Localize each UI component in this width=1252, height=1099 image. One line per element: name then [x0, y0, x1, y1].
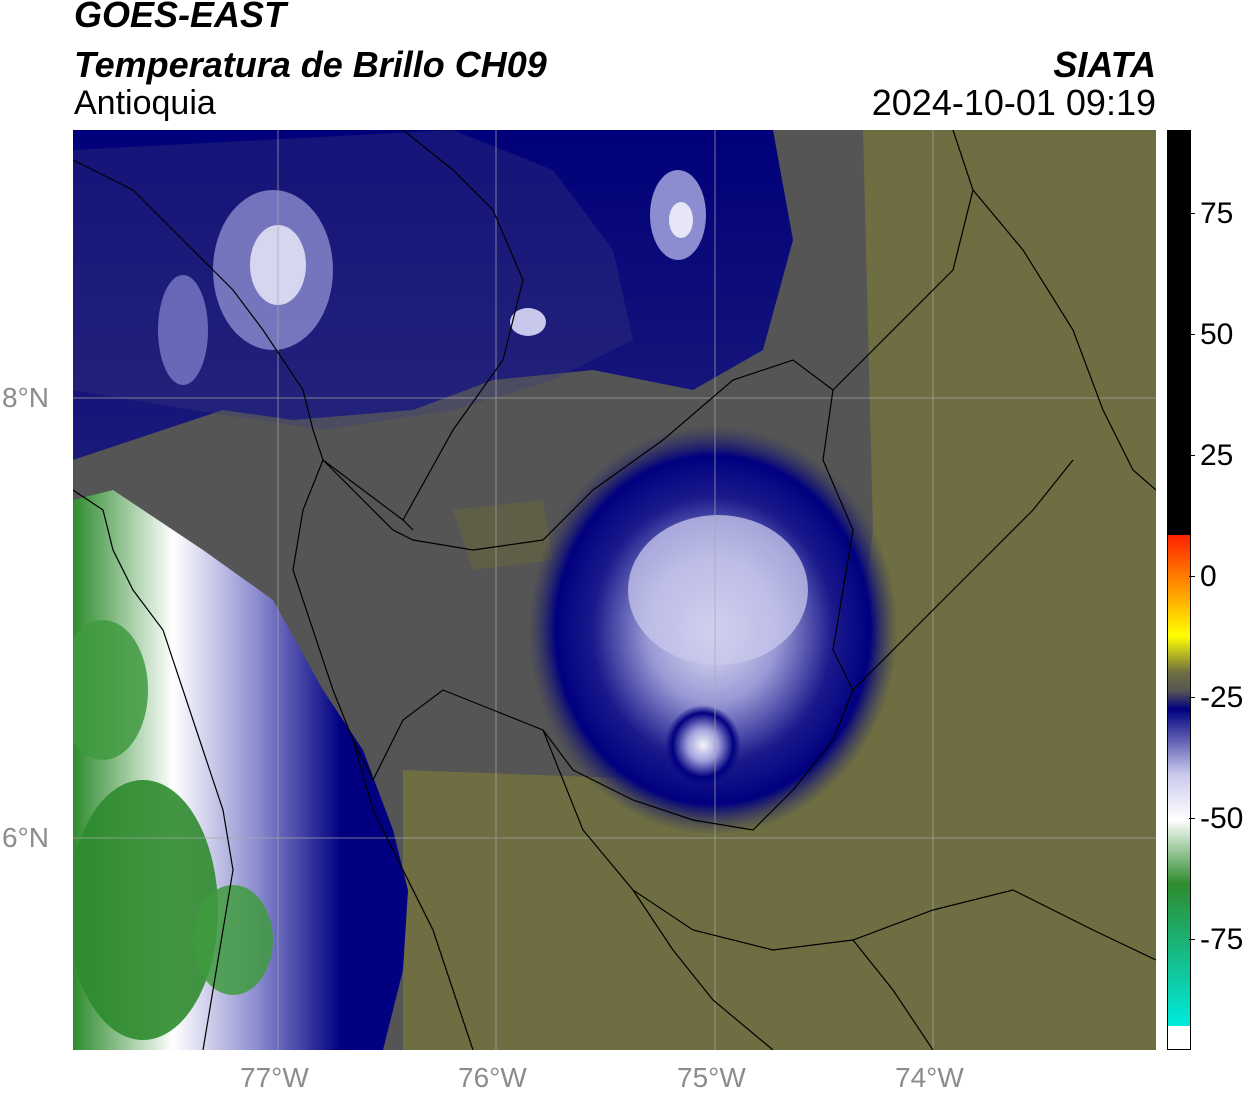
colorbar-label-50: 50 [1200, 318, 1234, 351]
border-caldas [542, 729, 1156, 961]
colorbar-tick-50 [1189, 334, 1195, 335]
colorbar-tick-25 [1189, 455, 1195, 456]
timestamp-label: 2024-10-01 09:19 [871, 82, 1156, 123]
lon-label-76w: 76°W [458, 1062, 527, 1093]
lat-label-6n: 6°N [2, 822, 49, 853]
lat-label-8n: 8°N [2, 382, 49, 413]
border-risaralda [632, 889, 774, 1050]
colorbar-tick-0 [1189, 576, 1195, 577]
temperature-colorbar [1167, 130, 1191, 1050]
colorbar-tick-minus25 [1189, 697, 1195, 698]
border-santander-east [852, 459, 1074, 691]
coastline-pacific [73, 489, 234, 1050]
title-product: Temperatura de Brillo CH09 [74, 44, 547, 85]
cold-cloud-green-inland [193, 885, 273, 995]
northern-cloud-edge [73, 130, 633, 430]
olive-warm-area-east [403, 130, 1156, 1050]
cloud-cell-west-coast [158, 275, 208, 385]
title-satellite: GOES-EAST [74, 0, 287, 35]
colorbar-label-minus25: -25 [1200, 681, 1244, 714]
colorbar-label-minus75: -75 [1200, 923, 1244, 956]
border-santander [832, 130, 974, 391]
cold-cloud-green-north [73, 620, 148, 760]
border-cordoba [402, 130, 524, 521]
cloud-cell-small [510, 308, 546, 336]
lon-label-75w: 75°W [677, 1062, 746, 1093]
colorbar-label-minus50: -50 [1200, 802, 1244, 835]
cloud-cell-northeast-core [669, 202, 693, 238]
brightness-temperature-map [73, 130, 1156, 1050]
map-panel [73, 130, 1156, 1050]
lon-label-77w: 77°W [240, 1062, 309, 1093]
coastline-uraba [73, 159, 414, 531]
colorbar-tick-75 [1189, 213, 1195, 214]
organization-label: SIATA [1053, 44, 1156, 85]
colorbar-label-25: 25 [1200, 439, 1234, 472]
border-antioquia [292, 359, 854, 831]
border-choco [352, 739, 474, 1050]
border-cundinamarca [852, 939, 934, 1050]
lon-label-74w: 74°W [895, 1062, 964, 1093]
olive-patch-central [453, 500, 553, 570]
border-venezuela [972, 189, 1156, 491]
colorbar-tick-minus75 [1189, 939, 1195, 940]
cold-cloud-green-south [73, 780, 218, 1040]
colorbar-label-75: 75 [1200, 197, 1234, 230]
colorbar-tick-minus50 [1189, 818, 1195, 819]
storm-core-upper [628, 515, 808, 665]
region-label: Antioquia [74, 84, 216, 122]
colorbar-label-0: 0 [1200, 560, 1217, 593]
graticule [73, 130, 1156, 1050]
boundaries [73, 130, 1156, 1050]
storm-core-lower [665, 705, 741, 785]
